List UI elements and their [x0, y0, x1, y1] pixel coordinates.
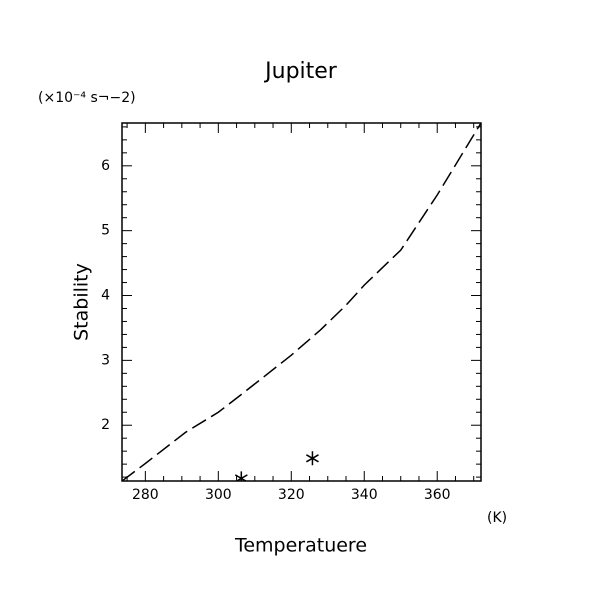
x-unit: (K)	[487, 510, 507, 526]
x-tick-label: 340	[351, 487, 378, 503]
y-tick-label: 2	[101, 417, 110, 433]
plot-area	[122, 123, 481, 481]
y-unit: (×10⁻⁴ s¬−2)	[38, 90, 136, 106]
x-tick-label: 320	[278, 487, 305, 503]
x-tick-label: 280	[132, 487, 159, 503]
y-tick-label: 5	[101, 223, 110, 239]
x-axis-label: Temperatuere	[234, 535, 367, 557]
asterisk-marker	[306, 451, 319, 466]
y-axis-label: Stability	[71, 263, 93, 341]
plot-frame	[121, 122, 482, 482]
x-tick-label: 360	[424, 487, 451, 503]
chart-title: Jupiter	[263, 59, 338, 84]
data-line	[122, 123, 481, 481]
y-tick-label: 6	[101, 158, 110, 174]
y-tick-label: 3	[101, 352, 110, 368]
x-tick-label: 300	[205, 487, 232, 503]
y-tick-label: 4	[101, 288, 110, 304]
